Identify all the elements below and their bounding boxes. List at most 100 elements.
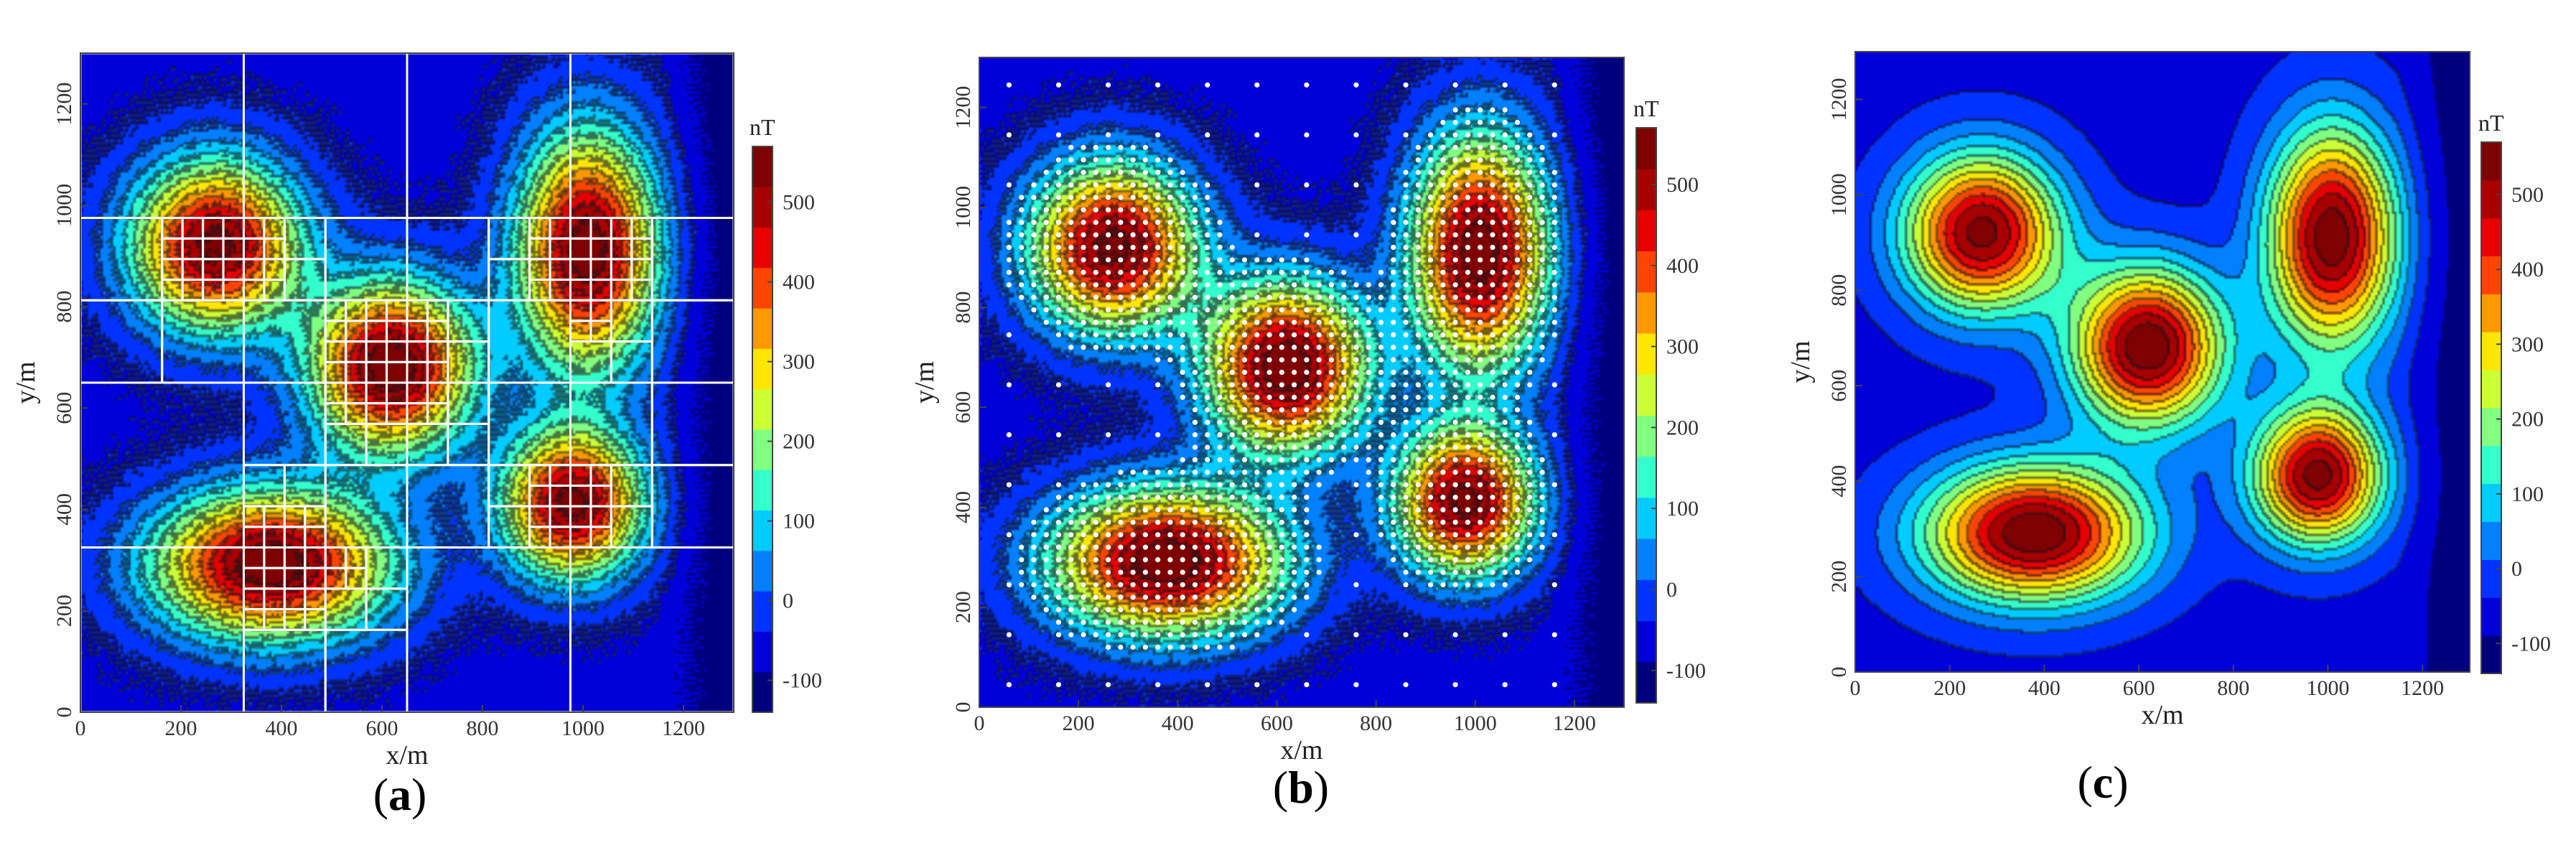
axes-frame xyxy=(1854,51,2470,673)
colorbar-tick-label: 0 xyxy=(783,589,793,613)
colorbar-segment xyxy=(752,227,773,269)
x-tick-label: 1200 xyxy=(1553,711,1596,735)
colorbar-segment xyxy=(2481,483,2501,523)
colorbar-segment xyxy=(2481,142,2501,181)
colorbar-segment xyxy=(1636,456,1656,498)
x-axis-label: x/m xyxy=(1280,735,1322,765)
colorbar-tick-label: -100 xyxy=(783,669,822,693)
colorbar-segment xyxy=(752,308,773,349)
x-tick-label: 200 xyxy=(1063,711,1095,735)
colorbar-segment xyxy=(2481,597,2501,636)
colorbar-segment xyxy=(752,671,773,713)
colorbar-tick-label: 0 xyxy=(2511,557,2522,581)
y-tick-label: 800 xyxy=(951,291,975,324)
x-tick-label: 1000 xyxy=(2306,676,2349,700)
colorbar-tick-label: 200 xyxy=(783,430,815,454)
axes-frame xyxy=(80,52,734,713)
y-tick-label: 800 xyxy=(52,291,76,323)
y-tick-label: 400 xyxy=(52,493,76,526)
y-tick-label: 200 xyxy=(951,591,975,623)
adaptive-mesh-overlay xyxy=(79,52,735,714)
y-tick-label: 600 xyxy=(1827,370,1851,402)
colorbar-segment xyxy=(1636,291,1656,334)
colorbar-segment xyxy=(1636,538,1656,580)
colorbar-tick-label: 400 xyxy=(2511,258,2544,281)
y-tick-label: 200 xyxy=(52,594,76,627)
panel-label: (b) xyxy=(1273,762,1329,813)
y-axis-label: y/m xyxy=(11,361,41,403)
y-tick-label: 1000 xyxy=(1827,173,1851,216)
y-tick-label: 0 xyxy=(52,707,76,718)
x-axis-label: x/m xyxy=(386,740,428,770)
panel-b: 0 200 400 600 800 1000 12000200400600800100012… xyxy=(910,57,1706,813)
colorbar-segment xyxy=(1636,128,1656,169)
colorbar-segment xyxy=(2481,408,2501,447)
colorbar-tick-label: 100 xyxy=(1666,497,1699,521)
colorbar: -100 0 100 200 300 400 500 nT xyxy=(2478,110,2551,674)
sample-points-overlay xyxy=(1006,82,1557,688)
colorbar-segment xyxy=(1636,210,1656,252)
colorbar-tick-label: 500 xyxy=(783,191,815,215)
colorbar-segment xyxy=(2481,559,2501,598)
colorbar-segment xyxy=(1636,251,1656,293)
x-tick-label: 0 xyxy=(974,711,985,735)
colorbar-segment xyxy=(2481,294,2501,332)
y-tick-label: 400 xyxy=(1827,465,1851,498)
colorbar: -100 0 100 200 300 400 500 nT xyxy=(1633,95,1706,704)
x-tick-label: 0 xyxy=(75,717,86,740)
colorbar-segment xyxy=(752,388,773,430)
colorbar-segment xyxy=(2481,256,2501,294)
x-tick-label: 1200 xyxy=(2401,676,2444,700)
colorbar-segment xyxy=(1636,620,1656,663)
colorbar-tick-label: 400 xyxy=(783,271,815,294)
y-tick-label: 1000 xyxy=(52,184,76,227)
colorbar-segment xyxy=(2481,179,2501,219)
x-tick-label: 1000 xyxy=(1454,711,1497,735)
colorbar-tick-label: 300 xyxy=(783,350,815,374)
colorbar-segment xyxy=(752,550,773,592)
y-tick-label: 1000 xyxy=(951,186,975,229)
y-tick-label: 1200 xyxy=(1827,78,1851,121)
panel-a: 0 200 400 600 800 1000 12000200400600800100012… xyxy=(11,52,822,820)
colorbar-segment xyxy=(2481,521,2501,560)
panel-label: (a) xyxy=(373,769,427,820)
field-image xyxy=(1855,52,2470,672)
x-tick-label: 800 xyxy=(1360,711,1392,735)
colorbar-segment xyxy=(752,187,773,228)
colorbar-unit: nT xyxy=(750,114,775,140)
x-tick-label: 400 xyxy=(2028,676,2061,700)
y-tick-label: 200 xyxy=(1827,561,1851,593)
y-axis-label: y/m xyxy=(1786,340,1816,383)
colorbar-segment xyxy=(752,348,773,390)
panel-label: (c) xyxy=(2077,757,2128,808)
colorbar-tick-label: 100 xyxy=(783,510,815,533)
colorbar-segment xyxy=(752,470,773,511)
colorbar-segment xyxy=(1636,169,1656,210)
colorbar-tick-label: 300 xyxy=(1666,335,1699,359)
colorbar: -100 0 100 200 300 400 500 nT xyxy=(750,114,822,713)
colorbar-tick-label: 400 xyxy=(1666,254,1699,278)
colorbar-segment xyxy=(2481,332,2501,370)
colorbar-segment xyxy=(752,146,773,187)
colorbar-tick-label: 0 xyxy=(1666,578,1677,602)
panel-c: 0 200 400 600 800 1000 12000200400600800100012… xyxy=(1786,51,2551,808)
x-tick-label: 1000 xyxy=(561,717,605,740)
colorbar-segment xyxy=(2481,218,2501,257)
colorbar-segment xyxy=(1636,333,1656,375)
y-axis-label: y/m xyxy=(910,361,940,403)
colorbar-segment xyxy=(2481,370,2501,409)
colorbar-tick-label: -100 xyxy=(1666,659,1706,683)
colorbar-segment xyxy=(1636,497,1656,539)
y-tick-label: 600 xyxy=(52,392,76,424)
colorbar-segment xyxy=(752,591,773,632)
colorbar-segment xyxy=(1636,374,1656,416)
x-tick-label: 400 xyxy=(266,717,298,740)
y-tick-label: 0 xyxy=(951,702,975,713)
colorbar-segment xyxy=(1636,415,1656,457)
x-axis-label: x/m xyxy=(2141,700,2183,730)
x-tick-label: 400 xyxy=(1162,711,1194,735)
colorbar-segment xyxy=(2481,445,2501,485)
y-tick-label: 400 xyxy=(951,491,975,523)
axes-frame xyxy=(979,57,1625,708)
